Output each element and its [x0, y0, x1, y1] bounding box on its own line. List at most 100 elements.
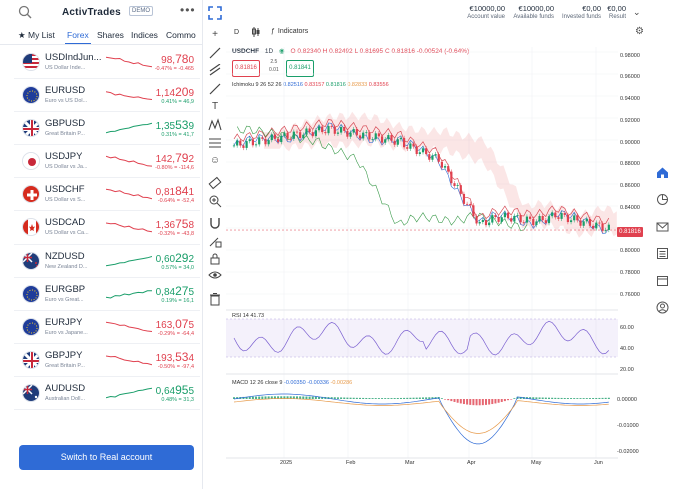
home-icon[interactable] [656, 166, 669, 179]
instrument-row-eurgbp[interactable]: EURGBP Euro vs Great... 0,84275 0.19% = 16,… [14, 278, 200, 311]
crosshair-icon[interactable]: + [212, 29, 218, 40]
eye-icon[interactable] [208, 268, 222, 282]
macd-histogram-bar [362, 397, 365, 399]
fib-icon[interactable] [208, 136, 222, 150]
instrument-change: 0.57% = 34,0 [161, 264, 194, 271]
candle [506, 212, 510, 219]
candle [390, 135, 393, 141]
sparkline [106, 222, 152, 233]
buy-quote-button[interactable]: 0.81841 [286, 60, 314, 77]
instrument-row-usdjpy[interactable]: USDJPY US Dollar vs Ja... 142,792 -0.80% = … [14, 145, 200, 179]
indicators-button[interactable]: ƒ Indicators [271, 28, 309, 35]
macd-histogram-bar [557, 397, 560, 399]
fullscreen-icon[interactable] [208, 6, 222, 20]
macd-histogram-bar [267, 396, 270, 399]
chart-area[interactable]: D ƒ Indicators ⚙ USDCHF 1D ◉ O 0.82340 H … [226, 22, 650, 470]
trash-icon[interactable] [208, 292, 222, 306]
macd-histogram-bar [352, 397, 355, 399]
macd-histogram-bar [428, 397, 431, 399]
tab-shares[interactable]: Shares [97, 30, 124, 40]
candle [302, 134, 305, 138]
macd-histogram-bar [447, 399, 450, 401]
calendar-icon[interactable] [656, 274, 669, 287]
more-options-icon[interactable]: ••• [180, 3, 196, 17]
profile-icon[interactable] [656, 301, 669, 314]
macd-histogram-bar [292, 396, 295, 399]
instrument-row-gbpusd[interactable]: GBPUSD Great Britain P... 1,35539 0.31% = 4… [14, 112, 200, 146]
candle [488, 222, 491, 226]
instrument-change: -0.47% = -0.465 [154, 66, 194, 72]
lock-drawing-icon[interactable] [208, 234, 222, 248]
candle [478, 222, 481, 224]
ray-icon[interactable] [208, 64, 222, 78]
text-tool-icon[interactable]: T [211, 101, 219, 112]
macd-histogram-bar [588, 398, 591, 399]
candle [409, 143, 412, 149]
instrument-row-eurusd[interactable]: EURUSD Euro vs US Dol... 1,14209 0.41% = 46… [14, 79, 200, 113]
macd-histogram-bar [280, 396, 283, 399]
candle-type-icon[interactable] [252, 27, 260, 37]
candle [503, 212, 506, 218]
magnet-icon[interactable] [208, 216, 222, 230]
portfolio-icon[interactable] [656, 193, 669, 206]
tab-indices[interactable]: Indices [131, 30, 158, 40]
instrument-description: US Dollar vs Ca... [45, 230, 89, 237]
instrument-price: 0,64955 [155, 382, 194, 397]
macd-histogram-bar [242, 396, 245, 399]
candle [522, 222, 525, 224]
macd-histogram-bar [469, 399, 472, 405]
tab-my-list[interactable]: ★ My List [18, 30, 55, 40]
macd-histogram-bar [236, 397, 239, 399]
macd-histogram-bar [308, 396, 311, 399]
instrument-row-usdchf[interactable]: USDCHF US Dollar vs S... 0,81841 -0.64% = -… [14, 178, 200, 212]
candle [264, 138, 267, 145]
trendline-icon[interactable] [208, 46, 222, 60]
lock-icon[interactable] [208, 252, 222, 266]
instrument-row-usdindjun[interactable]: USDIndJun... US Dollar Inde... 98,780 -0.47… [14, 46, 200, 80]
tab-forex[interactable]: Forex [65, 30, 91, 44]
timeframe-selector[interactable]: D [234, 29, 240, 36]
zoom-in-icon[interactable] [208, 194, 222, 208]
candle [292, 131, 295, 139]
tab-commodities[interactable]: Commo [166, 30, 196, 40]
instrument-row-usdcad[interactable]: USDCAD US Dollar vs Ca... 1,36758 -0.32% = … [14, 211, 200, 245]
macd-histogram-bar [409, 397, 412, 399]
chart-toolbar: D ƒ Indicators ⚙ [226, 22, 650, 42]
flag-icon [22, 350, 40, 369]
candle [355, 129, 358, 136]
macd-histogram-bar [488, 399, 491, 405]
ichimoku-cloud [264, 111, 617, 238]
search-icon[interactable] [18, 5, 32, 19]
price-chart[interactable] [226, 22, 650, 470]
candle [399, 137, 403, 140]
chart-legend: USDCHF 1D ◉ O 0.82340 H 0.82492 L 0.8169… [232, 48, 470, 55]
pattern-icon[interactable] [208, 118, 222, 132]
instrument-price: 0,81841 [155, 184, 194, 199]
macd-histogram-bar [393, 398, 396, 399]
gear-icon[interactable]: ⚙ [635, 26, 644, 37]
sell-quote-button[interactable]: 0.81816 [232, 60, 260, 77]
emoji-icon[interactable]: ☺ [209, 155, 221, 166]
ruler-icon[interactable] [208, 176, 222, 190]
instrument-symbol: USDJPY [45, 151, 83, 163]
mail-icon[interactable] [656, 220, 669, 233]
candle [384, 139, 387, 143]
price-axis-label: 0.80000 [620, 248, 640, 254]
macd-histogram-bar [390, 398, 393, 399]
switch-to-real-account-button[interactable]: Switch to Real account [19, 445, 194, 470]
instrument-row-nzdusd[interactable]: NZDUSD New Zealand D... 0,60292 0.57% = 34,… [14, 245, 200, 278]
news-icon[interactable] [656, 247, 669, 260]
instrument-row-gbpjpy[interactable]: GBPJPY Great Britain P... 193,534 -0.50% = … [14, 344, 200, 377]
candle [544, 220, 547, 224]
instrument-price: 193,534 [155, 349, 194, 364]
candle [245, 141, 248, 148]
instrument-row-audusd[interactable]: AUDUSD Australian Doll... 0,64955 0.48% = 3… [14, 377, 200, 411]
macd-histogram-bar [283, 396, 286, 399]
brush-icon[interactable] [208, 82, 222, 96]
macd-histogram-bar [321, 396, 324, 399]
account-expand-icon[interactable]: ⌄ [633, 7, 641, 17]
sparkline [106, 56, 152, 68]
instrument-row-eurjpy[interactable]: EURJPY Euro vs Japane... 163,075 -0.29% = -… [14, 311, 200, 344]
price-axis-label: 0.78000 [620, 270, 640, 276]
instrument-description: Euro vs Great... [45, 296, 84, 303]
